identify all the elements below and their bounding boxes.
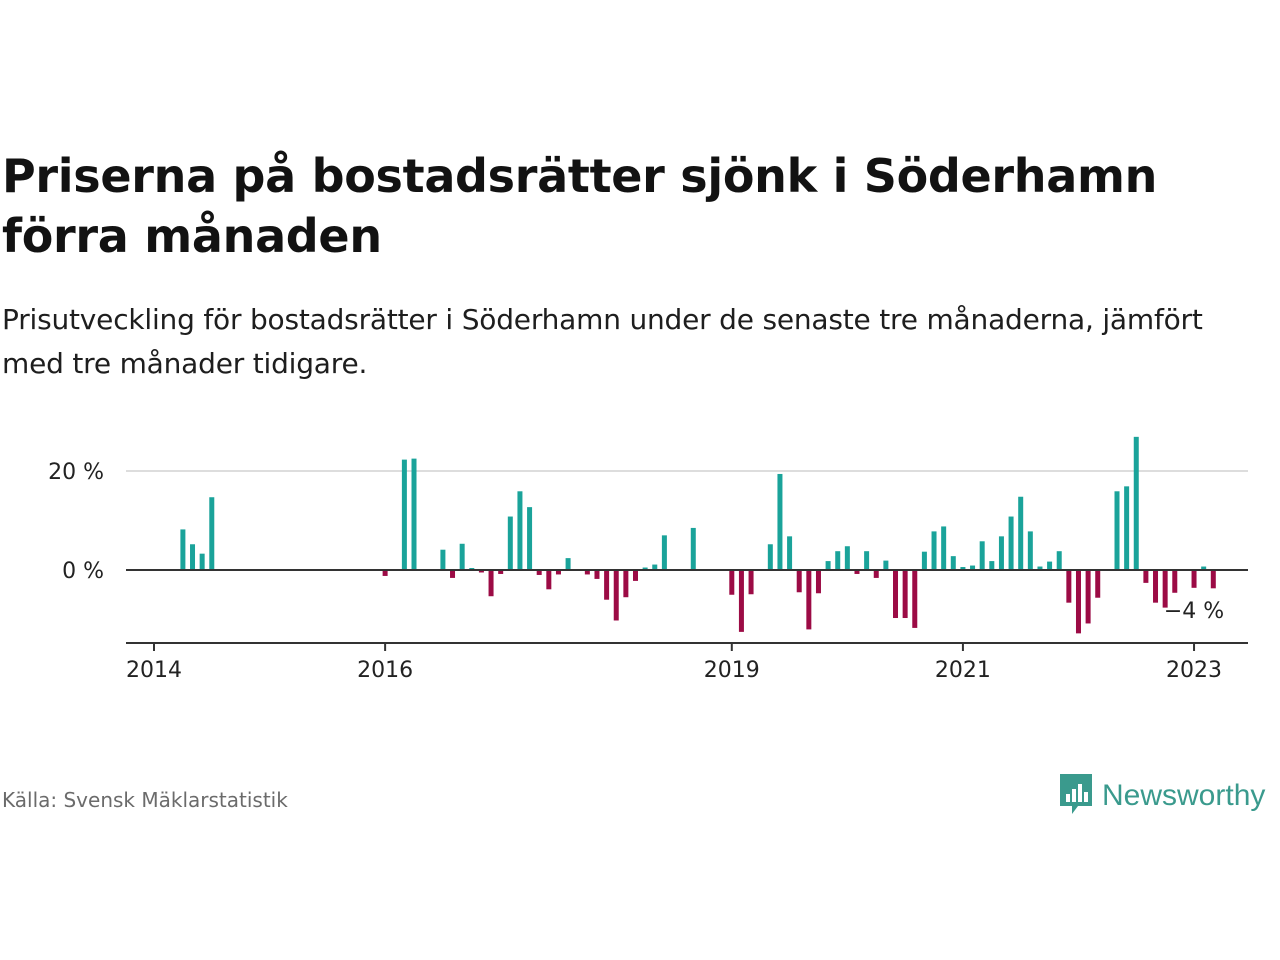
- bar: [883, 560, 889, 570]
- x-tick-label: 2023: [1166, 658, 1222, 683]
- bar: [584, 570, 590, 575]
- bar: [1162, 570, 1168, 608]
- bar: [979, 541, 985, 570]
- bar: [401, 459, 407, 570]
- bar: [209, 497, 215, 570]
- bar: [180, 529, 186, 570]
- bar: [989, 561, 995, 570]
- bar: [642, 567, 648, 570]
- bar: [527, 507, 533, 570]
- x-tick-label: 2016: [357, 658, 413, 683]
- y-tick-label: 0 %: [62, 559, 104, 584]
- bar: [546, 570, 552, 590]
- bar: [1143, 570, 1149, 583]
- bar: [450, 570, 456, 578]
- x-tick-label: 2014: [126, 658, 182, 683]
- bar: [806, 570, 812, 630]
- bar: [1037, 566, 1043, 570]
- bar: [796, 570, 802, 593]
- bar: [748, 570, 754, 595]
- axis-layer: 2014 2016 2019 2021 2023: [126, 569, 1248, 683]
- brand-name: Newsworthy: [1102, 779, 1266, 812]
- x-tick-label: 2021: [935, 658, 991, 683]
- brand-logo[interactable]: Newsworthy: [1058, 772, 1265, 820]
- bar: [893, 570, 899, 619]
- bar: [661, 535, 667, 570]
- bar: [835, 551, 841, 570]
- newsworthy-logo-icon: [1058, 772, 1094, 820]
- bar: [517, 491, 523, 570]
- bar: [498, 570, 504, 574]
- grid-layer: 0 % 20 %: [48, 460, 1248, 584]
- bar: [199, 553, 205, 570]
- bar: [1201, 566, 1207, 570]
- bar: [604, 570, 610, 600]
- source-note: Källa: Svensk Mäklarstatistik: [2, 788, 288, 812]
- bar: [1047, 561, 1053, 570]
- bars-layer: [180, 436, 1216, 634]
- bar: [1191, 570, 1197, 588]
- last-value-annotation: −4 %: [1164, 599, 1224, 624]
- bar: [652, 564, 658, 570]
- bar: [507, 516, 513, 570]
- bar: [488, 570, 494, 597]
- bar: [1133, 436, 1139, 570]
- bar: [815, 570, 821, 594]
- bar: [1124, 486, 1130, 570]
- bar: [536, 570, 542, 575]
- bar: [190, 544, 196, 570]
- bar: [1095, 570, 1101, 598]
- bar: [690, 527, 696, 570]
- bar: [787, 536, 793, 570]
- bar: [729, 570, 735, 595]
- bar: [844, 546, 850, 570]
- bar: [941, 526, 947, 570]
- bar: [777, 473, 783, 570]
- bar: [902, 570, 908, 619]
- chart-subtitle: Prisutveckling för bostadsrätter i Söder…: [2, 303, 1203, 380]
- bar: [998, 536, 1004, 570]
- bar: [873, 570, 879, 578]
- bar: [1210, 570, 1216, 589]
- chart-title: Priserna på bostadsrätter sjönk i Söderh…: [2, 149, 1158, 263]
- bar: [912, 570, 918, 628]
- bar: [931, 531, 937, 570]
- bar: [825, 561, 831, 570]
- bar: [970, 565, 976, 570]
- x-tick-label: 2019: [704, 658, 760, 683]
- bar: [633, 570, 638, 581]
- bar: [613, 570, 619, 621]
- bar: [921, 551, 927, 570]
- bar: [1066, 570, 1072, 603]
- bar: [1114, 491, 1120, 570]
- bar: [1153, 570, 1159, 603]
- bar: [565, 558, 571, 570]
- bar: [1027, 531, 1033, 570]
- y-tick-label: 20 %: [48, 460, 104, 485]
- bar: [459, 543, 465, 570]
- bar: [960, 567, 966, 570]
- bar: [1056, 551, 1062, 570]
- bar: [1075, 570, 1081, 634]
- bar: [854, 570, 860, 574]
- bar: [1008, 516, 1014, 570]
- bar: [950, 556, 956, 570]
- bar: [382, 570, 388, 576]
- bar: [1018, 496, 1024, 570]
- bar: [440, 549, 446, 570]
- bar: [864, 551, 870, 570]
- bar: [623, 570, 629, 598]
- bar: [1085, 570, 1091, 624]
- bar: [555, 570, 561, 575]
- bar: [1172, 570, 1178, 593]
- bar: [411, 458, 417, 570]
- bar: [478, 570, 484, 573]
- bar: [594, 570, 600, 579]
- bar: [738, 570, 744, 632]
- bar: [767, 544, 773, 570]
- bar-chart: 0 % 20 % 2014 2016 2019 2021 2023 −4 %: [48, 436, 1248, 683]
